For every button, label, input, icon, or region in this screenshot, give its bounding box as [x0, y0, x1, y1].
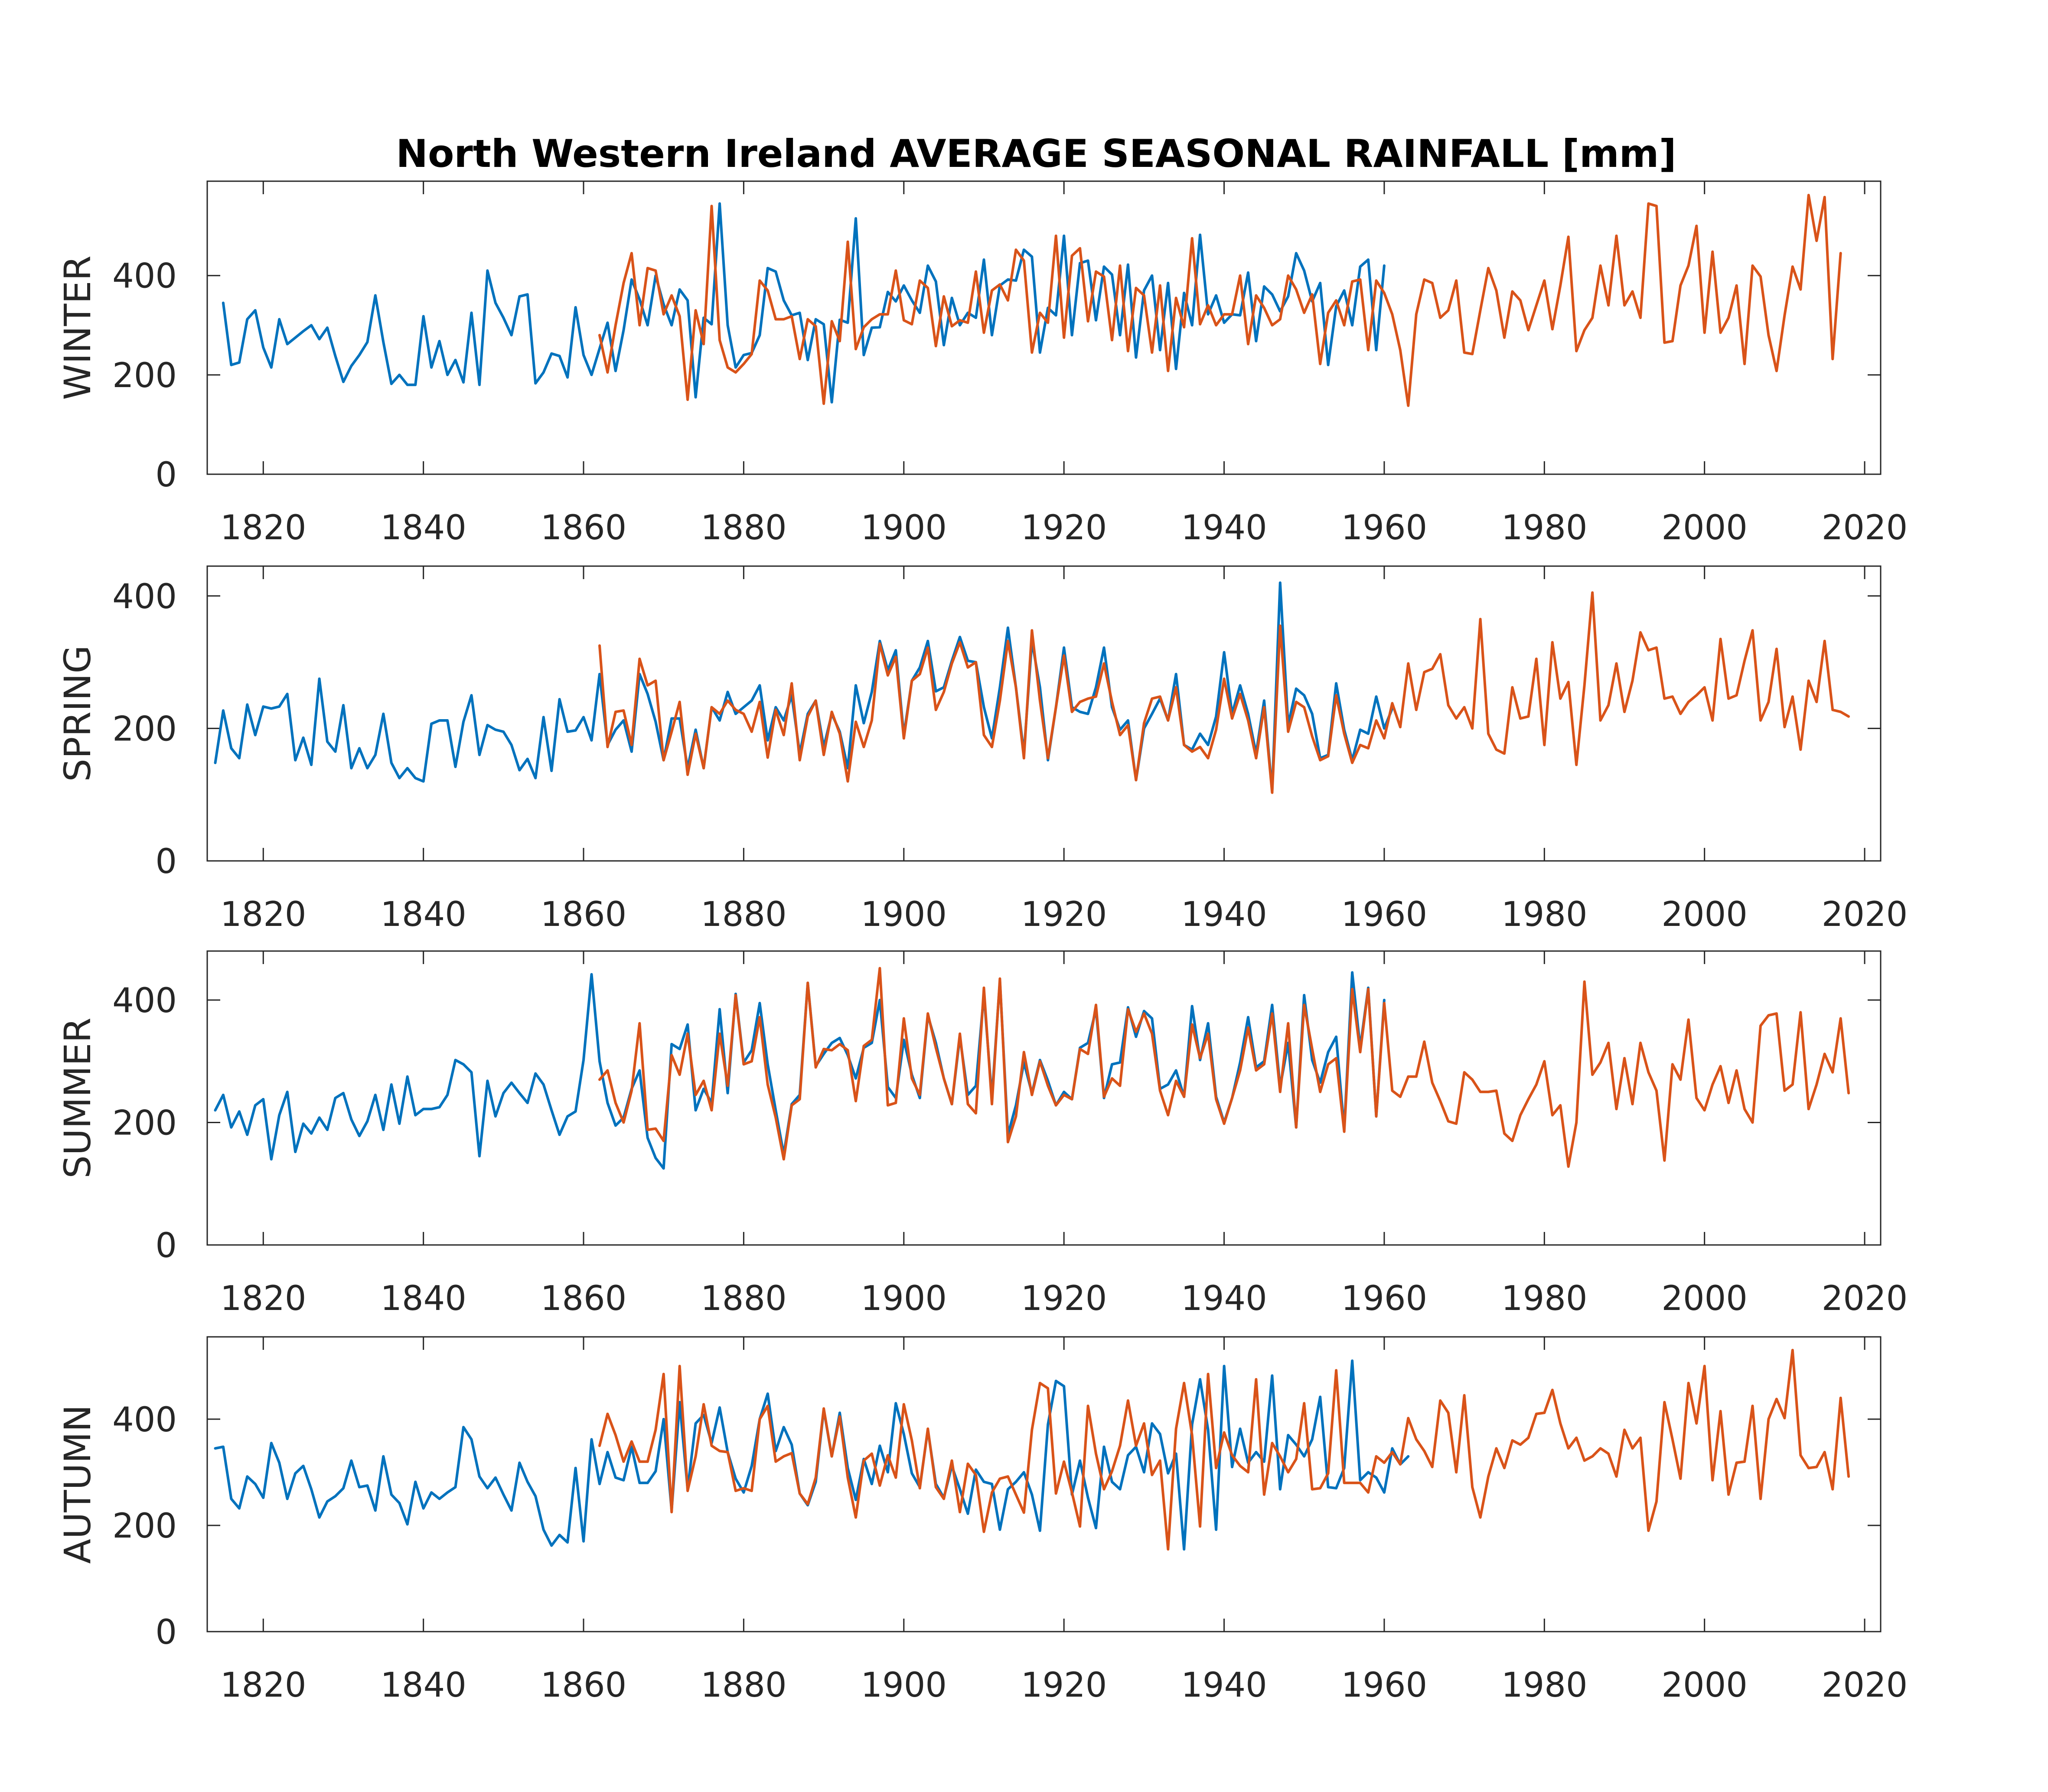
chart-title: North Western Ireland AVERAGE SEASONAL R… [396, 131, 1676, 176]
spring-xtick-label: 1860 [541, 895, 627, 934]
winter-xtick-label: 1860 [541, 508, 627, 547]
autumn-axes-box [206, 1336, 1882, 1632]
winter-xtick-label: 1960 [1341, 508, 1428, 547]
autumn-ylabel: AUTUMN [56, 1404, 99, 1564]
summer-xtick-label: 2020 [1822, 1279, 1908, 1318]
spring-xtick-label: 2020 [1822, 895, 1908, 934]
winter-xtick-label: 1880 [701, 508, 787, 547]
autumn-xtick-label: 1920 [1021, 1666, 1107, 1705]
winter-xtick-label: 1980 [1501, 508, 1588, 547]
spring-xtick-label: 1920 [1021, 895, 1107, 934]
summer-xtick-label: 1840 [380, 1279, 466, 1318]
spring-xtick-label: 1880 [701, 895, 787, 934]
autumn-xtick-label: 1860 [541, 1666, 627, 1705]
spring-xtick-label: 1960 [1341, 895, 1428, 934]
winter-ylabel: WINTER [56, 255, 99, 400]
panel-spring: 1820 1840 1860 1880 1900 1920 1940 1960 1980 2000… [56, 565, 1908, 934]
winter-xtick-label: 1900 [861, 508, 947, 547]
winter-xtick-label: 2020 [1822, 508, 1908, 547]
summer-xtick-label: 1960 [1341, 1279, 1428, 1318]
autumn-ytick-label: 400 [112, 1401, 177, 1440]
subplot-stack: 1820 1840 1860 1880 1900 1920 1940 1960 1980 2000… [56, 180, 1908, 1705]
autumn-xtick-label: 1960 [1341, 1666, 1428, 1705]
autumn-xtick-label: 1980 [1501, 1666, 1588, 1705]
summer-xtick-label: 1880 [701, 1279, 787, 1318]
panel-winter: 1820 1840 1860 1880 1900 1920 1940 1960 1980 2000… [56, 180, 1908, 547]
spring-xtick-label: 1840 [380, 895, 466, 934]
winter-ytick-label: 400 [112, 257, 177, 296]
summer-ytick-label: 0 [155, 1226, 177, 1265]
summer-xtick-label: 1860 [541, 1279, 627, 1318]
spring-ytick-label: 200 [112, 710, 177, 749]
summer-xtick-label: 1900 [861, 1279, 947, 1318]
spring-series-2-line [598, 591, 1850, 794]
winter-xtick-label: 2000 [1661, 508, 1748, 547]
summer-ytick-label: 400 [112, 981, 177, 1020]
autumn-series-2-line [598, 1349, 1850, 1551]
winter-ytick-label: 0 [155, 456, 177, 495]
spring-axes-box [206, 565, 1882, 862]
autumn-ytick-label: 0 [155, 1613, 177, 1652]
summer-xtick-label: 1920 [1021, 1279, 1107, 1318]
autumn-xtick-label: 2000 [1661, 1666, 1748, 1705]
spring-xtick-label: 1900 [861, 895, 947, 934]
autumn-xtick-label: 1880 [701, 1666, 787, 1705]
summer-ytick-label: 200 [112, 1104, 177, 1143]
panel-summer: 1820 1840 1860 1880 1900 1920 1940 1960 1980 2000… [56, 950, 1908, 1318]
autumn-ytick-label: 200 [112, 1507, 177, 1546]
autumn-xtick-label: 1840 [380, 1666, 466, 1705]
winter-series-2-line [598, 194, 1842, 407]
summer-series-2-line [598, 967, 1850, 1168]
winter-axes-box [206, 180, 1882, 475]
summer-xtick-label: 1940 [1181, 1279, 1267, 1318]
panel-autumn: 1820 1840 1860 1880 1900 1920 1940 1960 1980 2000… [56, 1336, 1908, 1705]
winter-xtick-label: 1820 [220, 508, 307, 547]
spring-xtick-label: 1980 [1501, 895, 1588, 934]
summer-xtick-label: 1980 [1501, 1279, 1588, 1318]
winter-xtick-label: 1940 [1181, 508, 1267, 547]
spring-ytick-label: 400 [112, 577, 177, 616]
spring-ytick-label: 0 [155, 842, 177, 881]
winter-ytick-label: 200 [112, 356, 177, 395]
autumn-xtick-label: 1940 [1181, 1666, 1267, 1705]
autumn-xtick-label: 2020 [1822, 1666, 1908, 1705]
spring-xtick-label: 2000 [1661, 895, 1748, 934]
summer-xtick-label: 1820 [220, 1279, 307, 1318]
summer-axes-box [206, 950, 1882, 1246]
autumn-xtick-label: 1900 [861, 1666, 947, 1705]
summer-xtick-label: 2000 [1661, 1279, 1748, 1318]
spring-xtick-label: 1940 [1181, 895, 1267, 934]
winter-xtick-label: 1840 [380, 508, 466, 547]
spring-xtick-label: 1820 [220, 895, 307, 934]
winter-xtick-label: 1920 [1021, 508, 1107, 547]
spring-ylabel: SPRING [56, 645, 99, 782]
summer-ylabel: SUMMER [56, 1017, 99, 1178]
autumn-xtick-label: 1820 [220, 1666, 307, 1705]
